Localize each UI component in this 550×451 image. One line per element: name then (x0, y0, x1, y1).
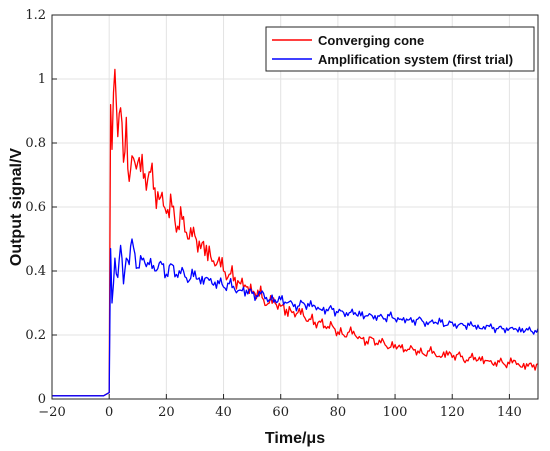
y-tick-label: 0.2 (25, 328, 46, 343)
y-tick-label: 0 (38, 392, 46, 407)
x-tick-label: 0 (105, 405, 113, 420)
legend-box (265, 26, 535, 72)
x-tick-label: 60 (272, 405, 289, 420)
x-axis-title: Time/μs (265, 430, 325, 447)
x-tick-label: 20 (158, 405, 175, 420)
y-tick-label: 1 (38, 72, 46, 87)
y-tick-label: 1.2 (25, 8, 46, 23)
legend: Converging cone Amplification system (fir… (265, 26, 535, 72)
y-axis-title: Output signal/V (8, 148, 25, 267)
x-tick-label: 40 (215, 405, 232, 420)
x-tick-label: 140 (497, 405, 522, 420)
x-tick-label: 80 (330, 405, 347, 420)
series-line-1 (52, 68, 539, 397)
y-tick-label: 0.6 (25, 200, 46, 215)
series-group (52, 68, 539, 397)
x-tick-label: 100 (383, 405, 408, 420)
x-tick-label: 120 (440, 405, 465, 420)
y-tick-label: 0.8 (25, 136, 46, 151)
series-line-2 (52, 238, 539, 397)
y-tick-label: 0.4 (25, 264, 46, 279)
x-tick-label: −20 (38, 405, 65, 420)
legend-label-1: Converging cone (318, 33, 424, 48)
legend-label-2: Amplification system (first trial) (318, 52, 513, 67)
